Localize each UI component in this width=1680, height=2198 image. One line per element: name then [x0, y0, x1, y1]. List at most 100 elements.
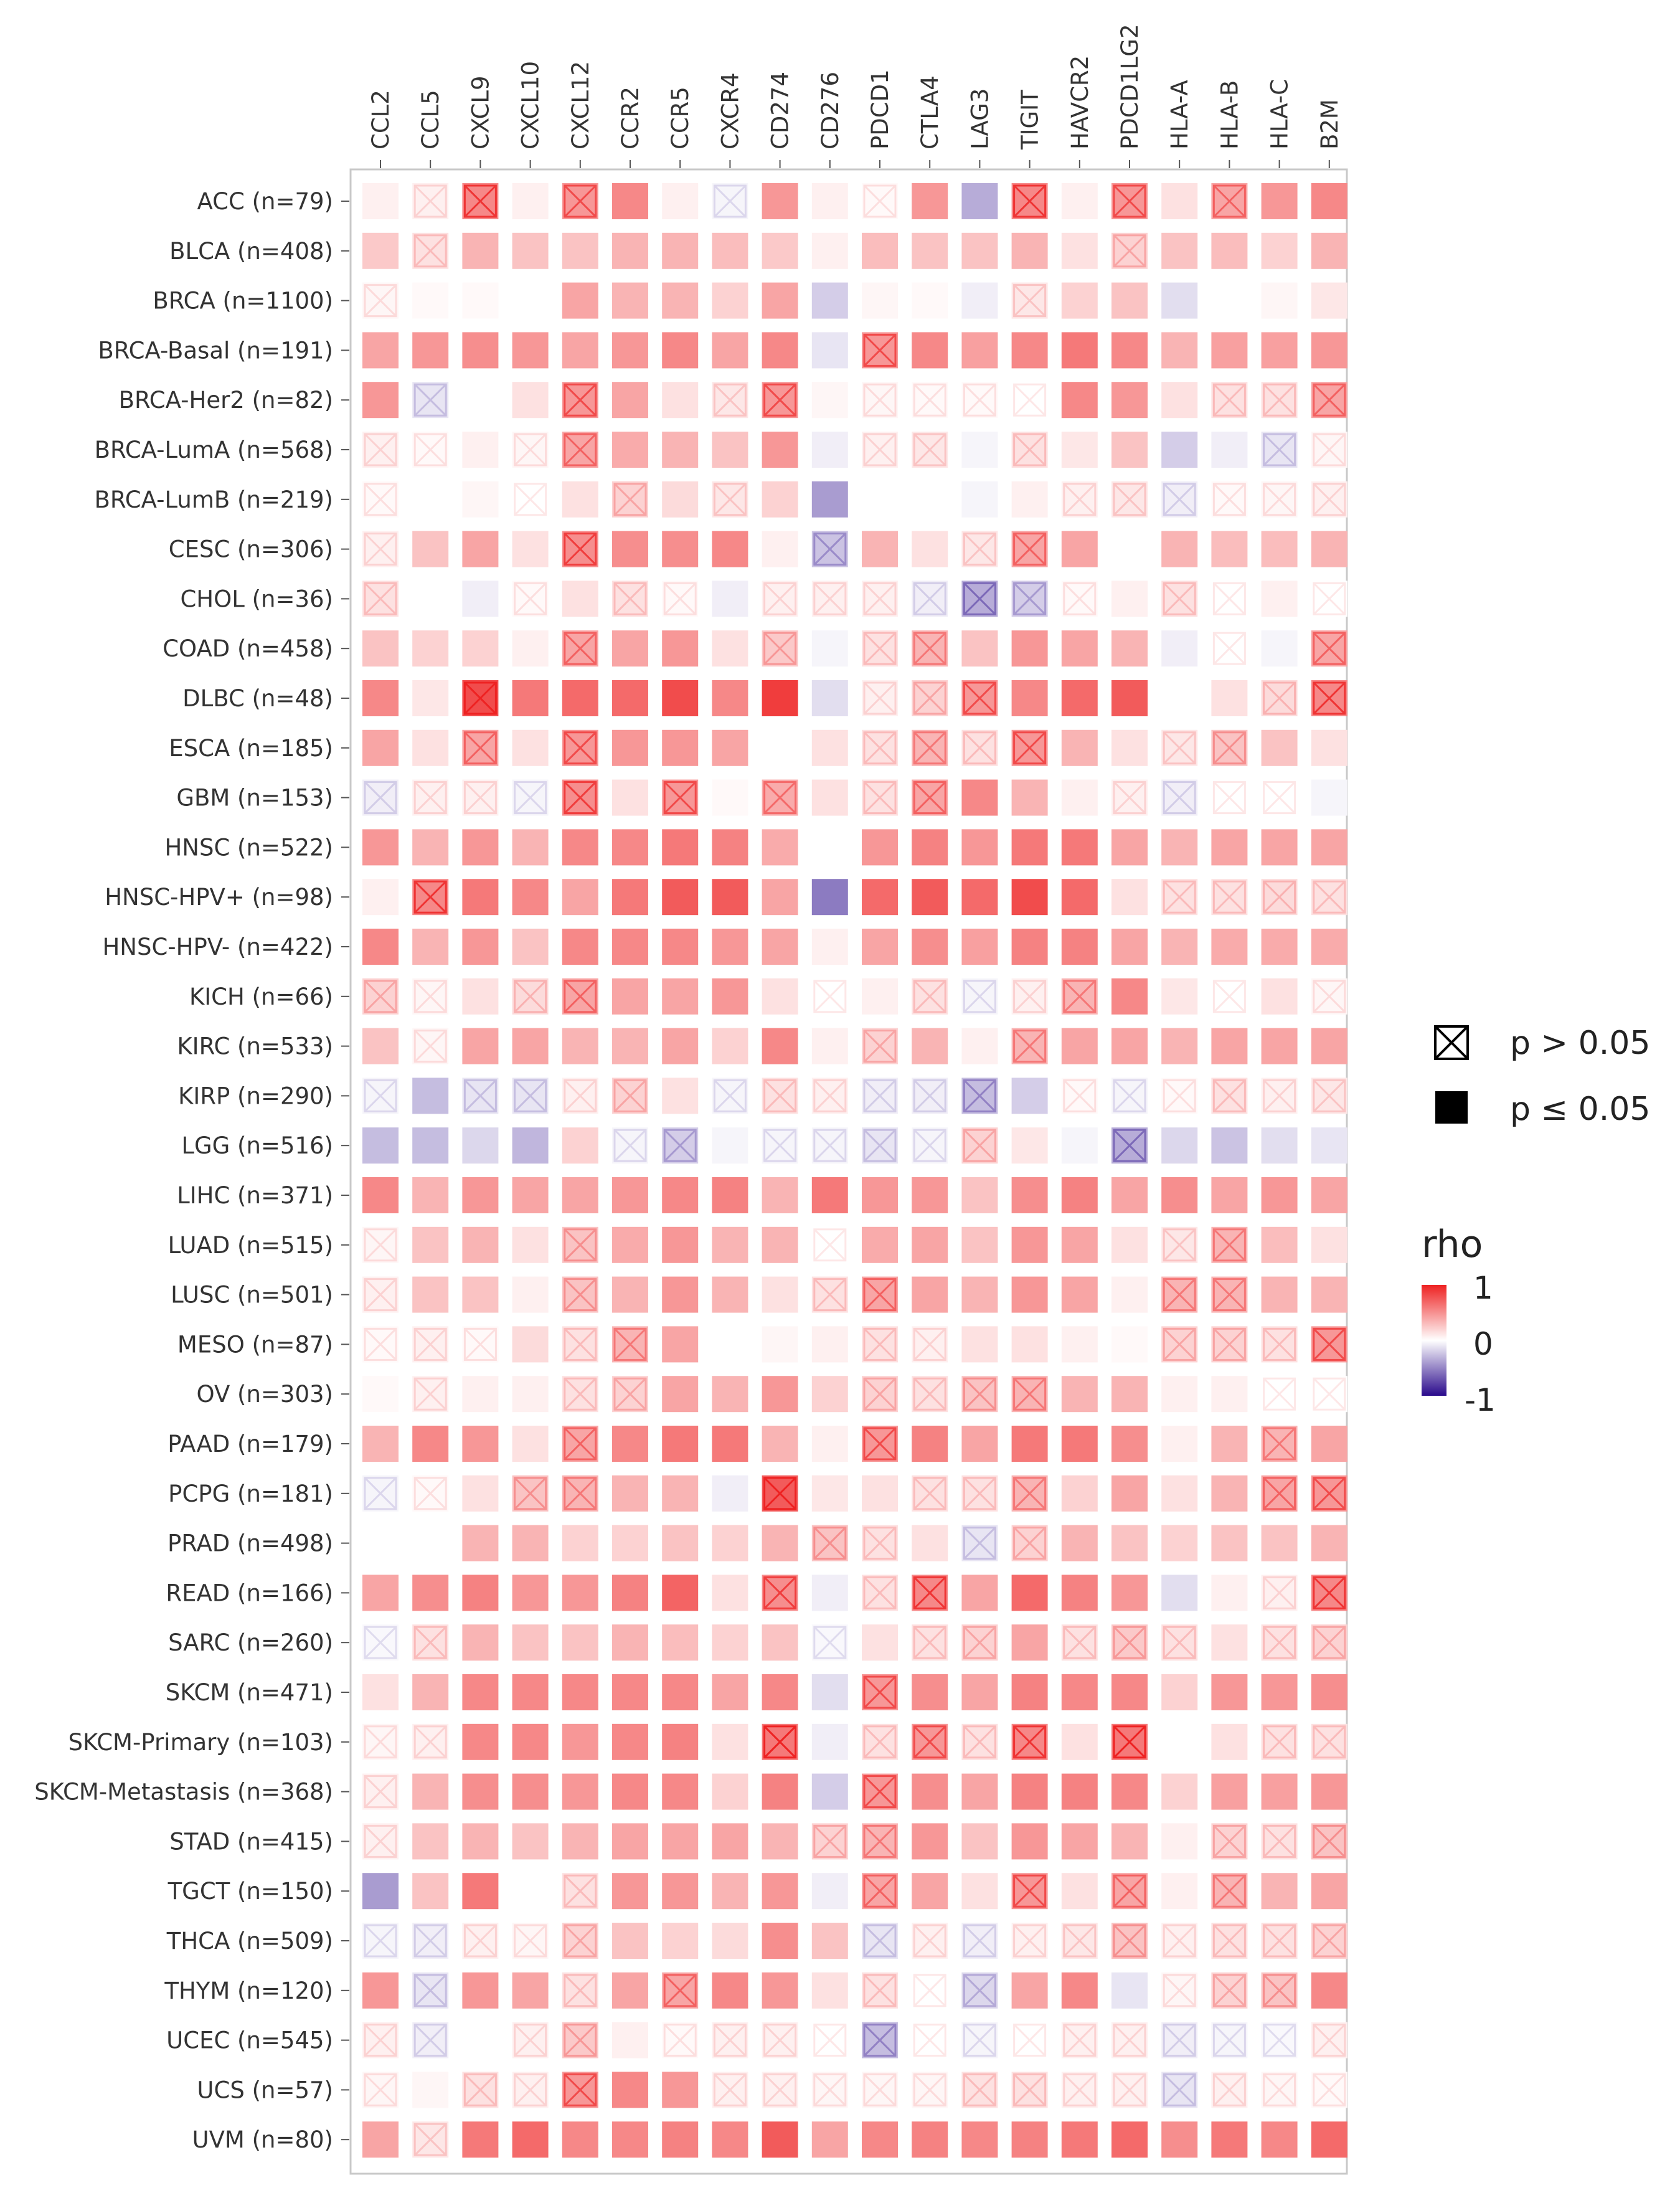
heatmap-cell — [1161, 879, 1198, 916]
heatmap-cell — [1011, 232, 1048, 269]
heatmap-cell — [562, 879, 598, 916]
heatmap-cell — [562, 1475, 598, 1512]
heatmap-cell — [612, 1624, 648, 1661]
heatmap-cell — [562, 2072, 598, 2108]
heatmap-cell — [462, 332, 499, 369]
heatmap-cell — [1011, 978, 1048, 1015]
heatmap-cell — [1161, 1028, 1198, 1064]
row-label: SARC (n=260) — [168, 1629, 333, 1656]
heatmap-cell — [412, 432, 449, 468]
heatmap-cell — [462, 1773, 499, 1810]
heatmap-cell — [762, 1426, 798, 1462]
heatmap-cell — [762, 382, 798, 419]
heatmap-cell — [362, 1575, 399, 1611]
heatmap-cell — [1261, 1972, 1298, 2009]
heatmap-cell — [1111, 1028, 1148, 1064]
heatmap-cell — [912, 1475, 948, 1512]
heatmap-cell — [862, 978, 898, 1015]
heatmap-cell — [462, 978, 499, 1015]
heatmap-cell — [712, 1376, 748, 1413]
heatmap-cell — [961, 2072, 998, 2108]
heatmap-cell — [562, 1624, 598, 1661]
heatmap-cell — [1161, 1575, 1198, 1611]
heatmap-cell — [862, 531, 898, 567]
heatmap-cell — [1261, 1575, 1298, 1611]
heatmap-cell — [462, 432, 499, 468]
heatmap-cell — [1161, 1127, 1198, 1164]
heatmap-cell — [1161, 232, 1198, 269]
heatmap-cell — [462, 1276, 499, 1313]
heatmap-cell — [1061, 1276, 1098, 1313]
heatmap-cell — [1311, 232, 1347, 269]
heatmap-cell — [961, 1226, 998, 1263]
heatmap-cell — [362, 432, 399, 468]
heatmap-cell — [462, 183, 499, 219]
heatmap-cell — [362, 929, 399, 965]
heatmap-cell — [412, 978, 449, 1015]
heatmap-cell — [662, 1674, 699, 1710]
heatmap-cell — [1311, 1177, 1347, 1213]
heatmap-cell — [762, 332, 798, 369]
heatmap-cell — [912, 1823, 948, 1860]
heatmap-cell — [412, 531, 449, 567]
heatmap-cell — [811, 1823, 848, 1860]
heatmap-cell — [1211, 1078, 1248, 1114]
heatmap-cell — [562, 1972, 598, 2009]
heatmap-cell — [811, 729, 848, 766]
heatmap-cell — [1061, 332, 1098, 369]
heatmap-cell — [1161, 779, 1198, 816]
heatmap-cell — [612, 729, 648, 766]
heatmap-cell — [712, 1674, 748, 1710]
heatmap-cell — [612, 1028, 648, 1064]
heatmap-cell — [1211, 1376, 1248, 1413]
heatmap-cell — [1111, 1326, 1148, 1363]
heatmap-cell — [1061, 2072, 1098, 2108]
heatmap-cell — [1161, 282, 1198, 319]
heatmap-cell — [762, 1226, 798, 1263]
heatmap-cell — [1111, 1276, 1148, 1313]
heatmap-cell — [1061, 1426, 1098, 1462]
heatmap-cell — [712, 929, 748, 965]
heatmap-cell — [462, 779, 499, 816]
heatmap-cell — [1211, 1575, 1248, 1611]
heatmap-cell — [512, 680, 549, 716]
heatmap-cell — [1111, 1177, 1148, 1213]
heatmap-cell — [1161, 1773, 1198, 1810]
heatmap-cell — [1111, 1426, 1148, 1462]
heatmap-cell — [1061, 630, 1098, 667]
heatmap-cell — [1211, 1624, 1248, 1661]
heatmap-cell — [612, 1972, 648, 2009]
heatmap-cell — [362, 1028, 399, 1064]
heatmap-cell — [412, 680, 449, 716]
heatmap-cell — [1211, 929, 1248, 965]
heatmap-cell — [1261, 829, 1298, 866]
heatmap-cell — [662, 829, 699, 866]
heatmap-cell — [462, 1823, 499, 1860]
heatmap-cell — [1211, 1823, 1248, 1860]
heatmap-cell — [412, 1376, 449, 1413]
heatmap-cell — [1111, 1873, 1148, 1910]
row-label: KICH (n=66) — [189, 983, 333, 1010]
row-label: COAD (n=458) — [163, 635, 333, 662]
heatmap-cell — [512, 580, 549, 617]
heatmap-cell — [762, 2072, 798, 2108]
heatmap-cell — [512, 2121, 549, 2158]
heatmap-cell — [1261, 1127, 1298, 1164]
heatmap-cell — [961, 779, 998, 816]
column-label: TIGIT — [1017, 90, 1044, 150]
heatmap-cell — [1161, 332, 1198, 369]
row-label: KIRC (n=533) — [177, 1033, 333, 1060]
heatmap-cell — [1061, 282, 1098, 319]
heatmap-cell — [562, 232, 598, 269]
heatmap-cell — [412, 1525, 449, 1561]
colorbar-tick-max: 1 — [1473, 1270, 1493, 1306]
heatmap-cell — [1111, 1127, 1148, 1164]
heatmap-cell — [862, 1078, 898, 1114]
heatmap-cell — [912, 829, 948, 866]
heatmap-cell — [762, 630, 798, 667]
heatmap-cell — [862, 929, 898, 965]
heatmap-cell — [1111, 779, 1148, 816]
heatmap-cell — [762, 1028, 798, 1064]
heatmap-cell — [1161, 1426, 1198, 1462]
